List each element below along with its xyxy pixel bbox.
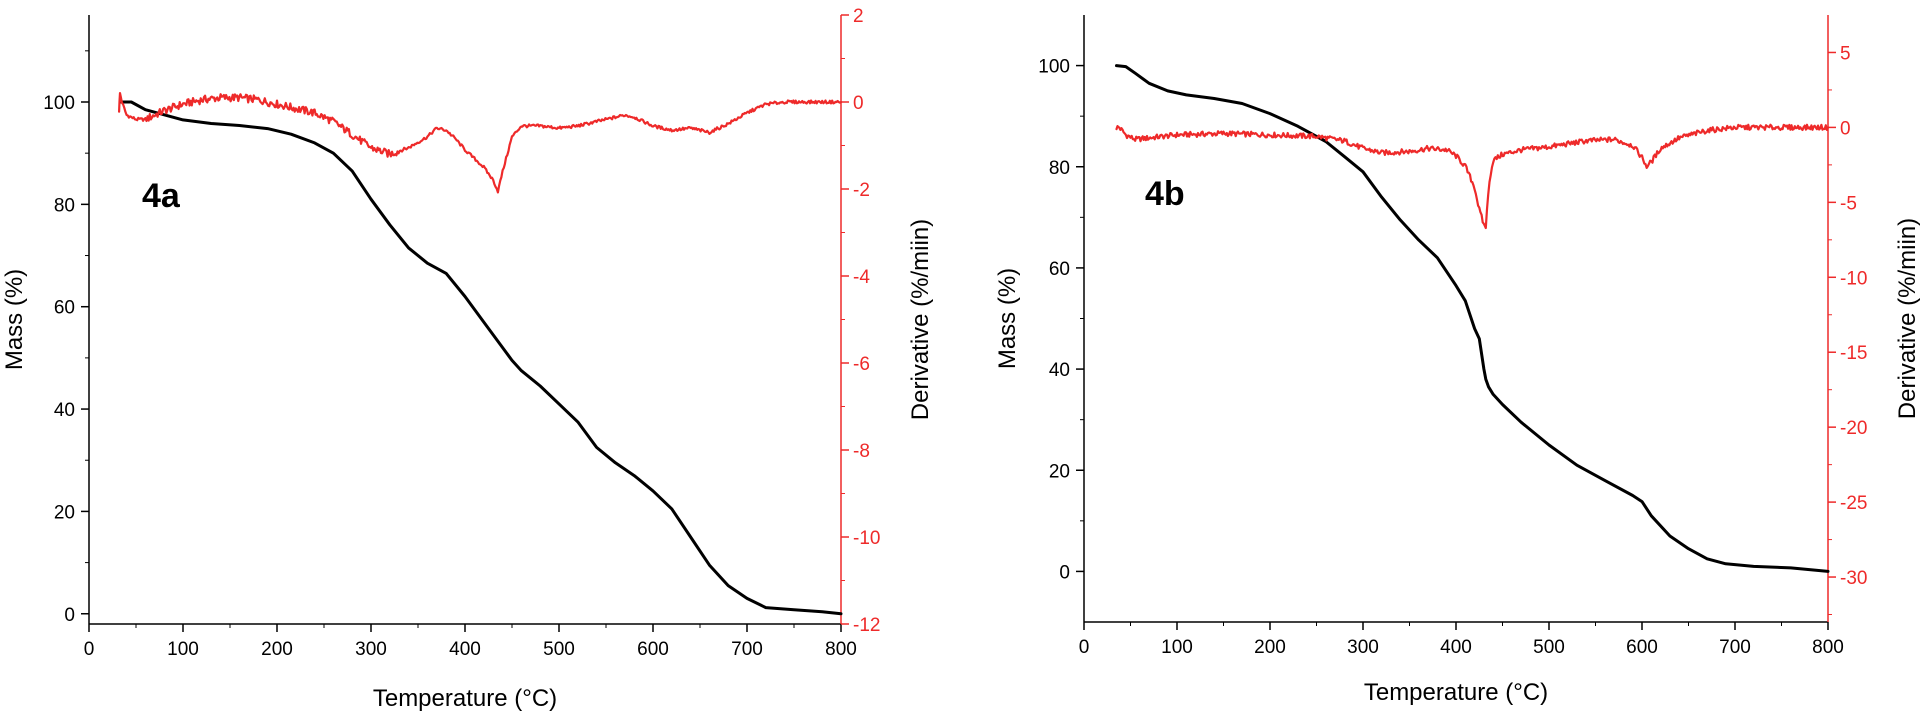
x-tick-label: 100 xyxy=(1161,637,1193,658)
panel-label: 4a xyxy=(142,177,181,215)
derivative-series-line xyxy=(117,91,843,194)
x-axis-title: Temperature (°C) xyxy=(373,685,557,712)
y2-tick-label: -2 xyxy=(853,180,870,201)
y2-tick-label: -8 xyxy=(853,441,870,462)
y-tick-label: 60 xyxy=(1049,259,1070,280)
x-tick-label: 200 xyxy=(261,639,293,660)
y-tick-label: 20 xyxy=(54,502,75,523)
y2-tick-label: -15 xyxy=(1840,343,1867,364)
y2-tick-label: -12 xyxy=(853,615,880,636)
chart-panel-4a: 0 100 200 300 400 500 600 700 80002040608010020-… xyxy=(1,6,934,712)
x-tick-label: 700 xyxy=(731,639,763,660)
x-tick-label: 500 xyxy=(1533,637,1565,658)
x-tick-label: 400 xyxy=(449,639,481,660)
derivative-series-line xyxy=(1115,123,1830,230)
x-tick-label: 400 xyxy=(1440,637,1472,658)
x-tick-label: 800 xyxy=(1812,637,1844,658)
y-tick-label: 100 xyxy=(43,93,75,114)
y2-tick-label: 0 xyxy=(853,93,864,114)
x-tick-label: 600 xyxy=(637,639,669,660)
y2-tick-label: -6 xyxy=(853,354,870,375)
y2-tick-label: -10 xyxy=(1840,268,1867,289)
chart-panel-4b: 0 100 200 300 400 500 600 700 800 0 20 40 60 80 100 5 0 -… xyxy=(994,15,1921,706)
y2-tick-label: -10 xyxy=(853,528,880,549)
y-tick-label: 0 xyxy=(1059,562,1070,583)
y-tick-label: 40 xyxy=(1049,360,1070,381)
y-tick-label: 100 xyxy=(1038,57,1070,78)
y-tick-label: 80 xyxy=(1049,158,1070,179)
y-tick-label: 0 xyxy=(64,605,75,626)
x-tick-label: 700 xyxy=(1719,637,1751,658)
x-tick-label: 200 xyxy=(1254,637,1286,658)
y-tick-label: 40 xyxy=(54,400,75,421)
y2-axis-title: Derivative (%/miin) xyxy=(907,219,934,420)
y2-tick-label: 0 xyxy=(1840,118,1851,139)
y-tick-label: 20 xyxy=(1049,461,1070,482)
x-tick-label: 0 xyxy=(84,639,95,660)
y-tick-label: 60 xyxy=(54,298,75,319)
y2-axis-title: Derivative (%/miin) xyxy=(1894,218,1921,419)
y2-tick-label: -25 xyxy=(1840,493,1867,514)
y2-tick-label: -20 xyxy=(1840,418,1867,439)
x-tick-label: 600 xyxy=(1626,637,1658,658)
y2-tick-label: 2 xyxy=(853,6,864,27)
y2-tick-label: 5 xyxy=(1840,43,1851,64)
panel-label: 4b xyxy=(1145,175,1185,213)
y2-tick-label: -4 xyxy=(853,267,870,288)
x-tick-label: 800 xyxy=(825,639,857,660)
y-axis-title: Mass (%) xyxy=(994,268,1021,369)
x-tick-label: 0 xyxy=(1079,637,1090,658)
mass-series-line xyxy=(118,100,843,616)
x-tick-label: 100 xyxy=(167,639,199,660)
y2-tick-label: -30 xyxy=(1840,568,1867,589)
x-tick-label: 300 xyxy=(355,639,387,660)
mass-series-line xyxy=(1115,64,1830,573)
x-tick-label: 300 xyxy=(1347,637,1379,658)
y-axis-title: Mass (%) xyxy=(1,269,28,370)
y2-tick-label: -5 xyxy=(1840,193,1857,214)
x-axis-title: Temperature (°C) xyxy=(1364,679,1548,706)
y-tick-label: 80 xyxy=(54,195,75,216)
x-tick-label: 500 xyxy=(543,639,575,660)
